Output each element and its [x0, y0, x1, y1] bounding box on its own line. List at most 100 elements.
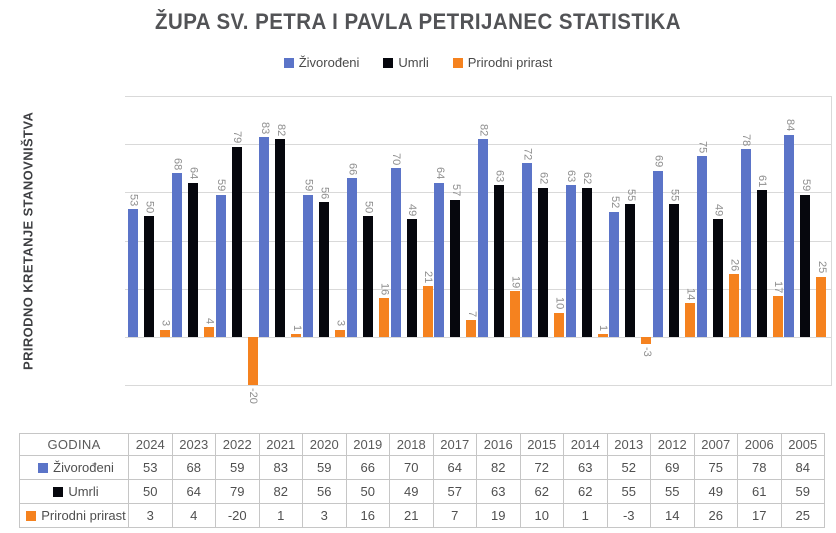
bar-value-label: 82 — [274, 124, 287, 137]
table-cell-zivorodeni-2021: 83 — [258, 455, 303, 480]
table-cell-umrli-2014: 62 — [563, 479, 608, 504]
table-header-godina: GODINA — [19, 433, 129, 456]
bar-value-label: 68 — [171, 157, 184, 171]
bar-prirodni-prirast-2022 — [247, 336, 258, 385]
legend-item-prirodni-prirast: Prirodni prirast — [452, 55, 552, 70]
bar-value-label: 1 — [290, 325, 303, 332]
series-color-icon — [26, 511, 37, 521]
bar-value-label: 17 — [772, 280, 784, 293]
table-cell-prirodni-prirast-2014: 1 — [563, 503, 608, 528]
bar-zivorodeni-2014 — [565, 185, 576, 337]
bar-value-label: 50 — [362, 201, 375, 214]
bar-umrli-2007 — [712, 218, 723, 337]
bar-value-label: 1 — [597, 325, 609, 332]
table-header-year-2019: 2019 — [345, 433, 390, 456]
bar-zivorodeni-2005 — [784, 134, 795, 337]
bar-prirodni-prirast-2007 — [728, 274, 739, 337]
bar-value-label: 25 — [815, 261, 828, 274]
chart-title: ŽUPA SV. PETRA I PAVLA PETRIJANEC STATIS… — [155, 9, 681, 34]
table-cell-prirodni-prirast-2023: 4 — [171, 503, 216, 528]
bar-umrli-2022 — [231, 146, 242, 337]
bar-zivorodeni-2023 — [171, 173, 182, 337]
table-cell-umrli-2024: 50 — [128, 479, 173, 504]
table-header-year-2005: 2005 — [780, 433, 825, 456]
bar-umrli-2013 — [625, 204, 636, 337]
bar-zivorodeni-2022 — [215, 194, 226, 337]
table-cell-zivorodeni-2018: 70 — [389, 455, 434, 480]
table-cell-zivorodeni-2024: 53 — [128, 455, 173, 480]
bar-prirodni-prirast-2012 — [685, 303, 695, 337]
bar-umrli-2024 — [144, 216, 154, 337]
data-table: GODINA 2024 2023 2022 2021 2020 2019 2018 2017 20… — [19, 433, 825, 528]
series-color-icon — [38, 463, 49, 473]
table-row-label-cell: Živorođeni — [19, 455, 129, 480]
table-header-year-2012: 2012 — [650, 433, 695, 456]
bar-value-label: 49 — [712, 203, 725, 216]
table-cell-umrli-2015: 62 — [519, 479, 564, 504]
bar-value-label: 66 — [346, 162, 359, 175]
bar-zivorodeni-2017 — [434, 182, 445, 337]
bar-value-label: 75 — [696, 140, 709, 154]
table-cell-umrli-2017: 57 — [432, 479, 477, 504]
legend-swatch-icon — [383, 57, 394, 68]
legend-label: Živorođeni — [298, 55, 360, 70]
bar-value-label: 63 — [493, 169, 506, 183]
table-cell-prirodni-prirast-2017: 7 — [432, 503, 477, 528]
table-header-year-2020: 2020 — [302, 433, 347, 456]
table-cell-umrli-2023: 64 — [171, 479, 216, 504]
bar-umrli-2023 — [187, 182, 198, 337]
bar-value-label: 59 — [215, 179, 227, 192]
table-cell-zivorodeni-2006: 78 — [737, 455, 782, 480]
gridline — [125, 385, 832, 386]
bar-value-label: 19 — [509, 275, 522, 289]
bar-prirodni-prirast-2017 — [466, 320, 477, 337]
bar-value-label: 55 — [624, 189, 637, 202]
table-cell-umrli-2022: 79 — [215, 479, 260, 504]
table-cell-umrli-2005: 59 — [780, 479, 825, 504]
table-header-year-2016: 2016 — [476, 433, 521, 456]
table-header-year-2023: 2023 — [171, 433, 216, 456]
bar-value-label: 14 — [684, 287, 697, 301]
table-cell-prirodni-prirast-2024: 3 — [128, 503, 173, 528]
table-cell-prirodni-prirast-2007: 26 — [693, 503, 738, 528]
bar-value-label: 61 — [756, 174, 768, 187]
bar-prirodni-prirast-2018 — [422, 286, 433, 337]
legend-item-zivorodeni: Živorođeni — [283, 55, 360, 70]
bar-value-label: 78 — [740, 133, 752, 146]
bar-prirodni-prirast-2024 — [160, 329, 170, 337]
table-header-year-2024: 2024 — [128, 433, 173, 456]
table-cell-zivorodeni-2023: 68 — [171, 455, 216, 480]
table-cell-zivorodeni-2022: 59 — [215, 455, 260, 480]
table-cell-prirodni-prirast-2005: 25 — [780, 503, 825, 528]
table-cell-zivorodeni-2005: 84 — [780, 455, 825, 480]
table-cell-umrli-2006: 61 — [737, 479, 782, 504]
table-row-label: Živorođeni — [53, 460, 114, 475]
bar-umrli-2012 — [669, 204, 679, 337]
table-header-year-2021: 2021 — [258, 433, 303, 456]
bar-prirodni-prirast-2013 — [641, 336, 652, 344]
bar-zivorodeni-2006 — [740, 149, 751, 337]
plot-right-border — [831, 96, 832, 385]
bar-prirodni-prirast-2023 — [203, 327, 214, 337]
table-cell-prirodni-prirast-2016: 19 — [476, 503, 521, 528]
bar-prirodni-prirast-2021 — [291, 334, 302, 337]
bar-prirodni-prirast-2019 — [378, 298, 389, 337]
bar-value-label: 62 — [581, 172, 593, 185]
bar-prirodni-prirast-2016 — [510, 291, 520, 337]
bar-value-label: 52 — [608, 196, 621, 209]
table-row-label-cell: Umrli — [19, 479, 129, 504]
table-header-year-2013: 2013 — [606, 433, 651, 456]
bar-value-label: 79 — [231, 131, 243, 144]
bar-zivorodeni-2018 — [390, 168, 401, 337]
bar-prirodni-prirast-2020 — [335, 329, 345, 337]
bar-umrli-2015 — [537, 187, 548, 337]
table-cell-zivorodeni-2017: 64 — [432, 455, 477, 480]
bar-prirodni-prirast-2006 — [772, 295, 783, 337]
bar-value-label: 83 — [258, 121, 271, 134]
bar-zivorodeni-2020 — [303, 194, 313, 337]
table-cell-umrli-2007: 49 — [693, 479, 738, 504]
bar-value-label: 50 — [143, 201, 156, 214]
table-cell-prirodni-prirast-2020: 3 — [302, 503, 347, 528]
bar-value-label: 70 — [390, 152, 402, 166]
